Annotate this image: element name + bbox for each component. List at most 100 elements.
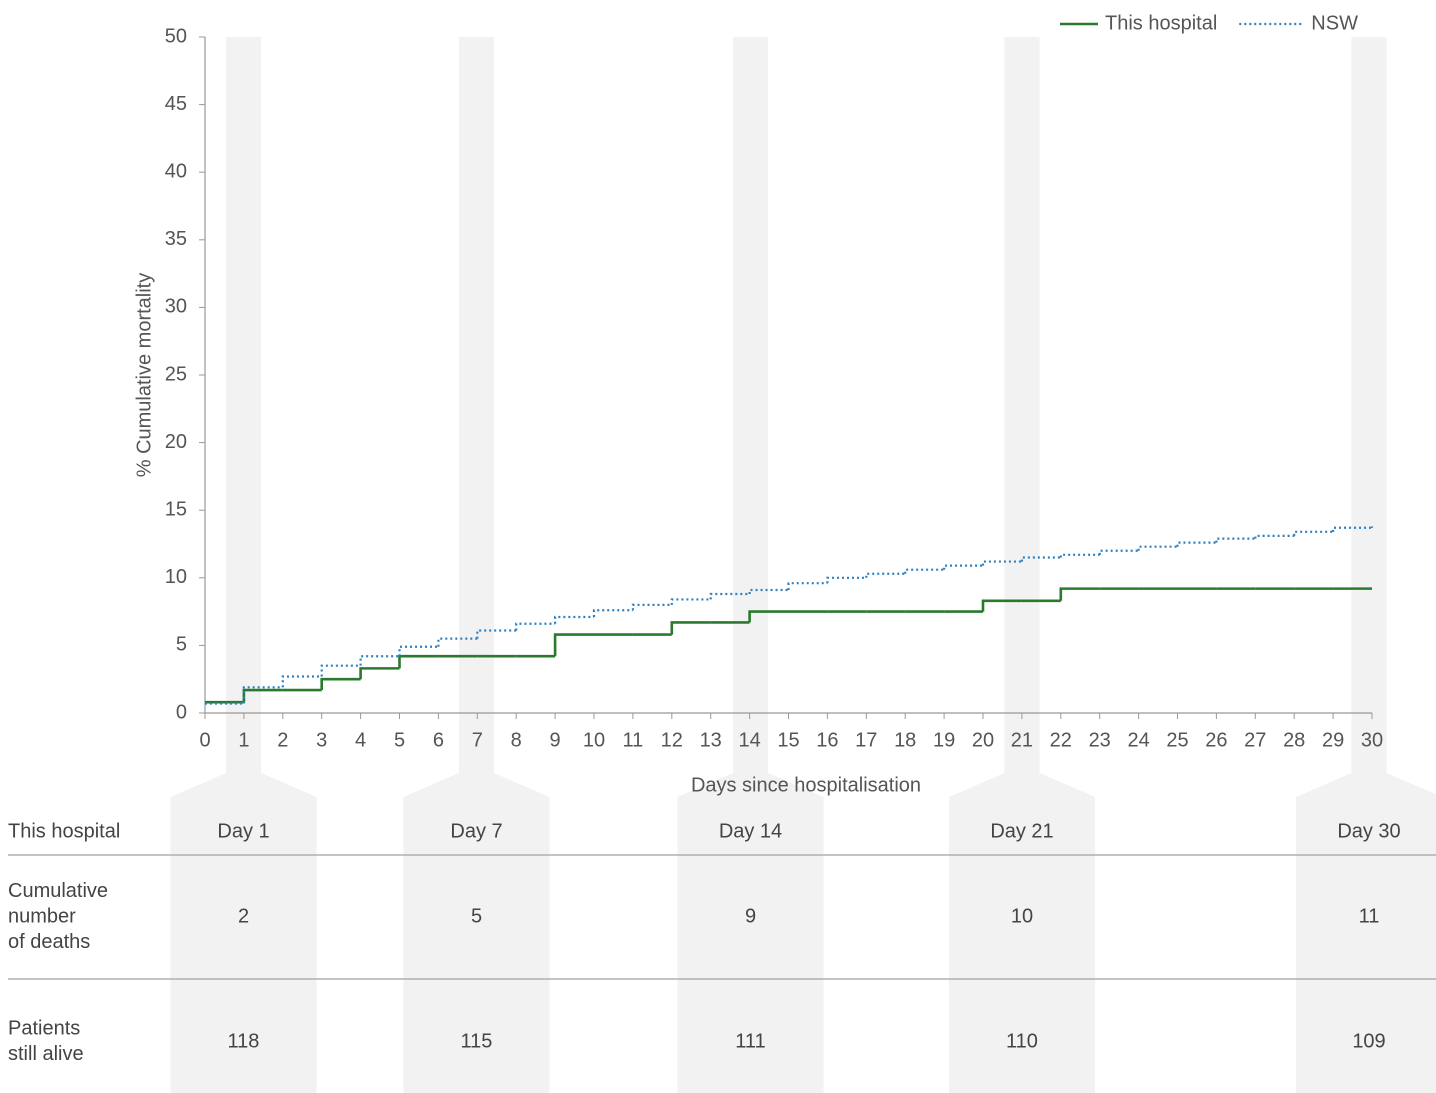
legend-label: NSW <box>1311 12 1358 34</box>
x-tick-label: 0 <box>199 729 210 751</box>
y-tick-label: 40 <box>165 160 187 182</box>
x-tick-label: 29 <box>1322 729 1344 751</box>
y-tick-label: 20 <box>165 431 187 453</box>
row-label: Patients <box>8 1018 80 1040</box>
step-segment <box>1059 553 1100 558</box>
step-segment <box>981 560 1022 566</box>
step-segment <box>748 610 789 623</box>
x-tick-label: 7 <box>472 729 483 751</box>
y-tick-label: 50 <box>165 25 187 47</box>
x-tick-label: 13 <box>700 729 722 751</box>
x-tick-label: 26 <box>1205 729 1227 751</box>
row-label: Cumulative <box>8 880 108 902</box>
x-tick-label: 1 <box>238 729 249 751</box>
step-segment <box>1137 545 1178 551</box>
y-tick-label: 0 <box>176 701 187 723</box>
step-segment <box>1020 556 1061 562</box>
step-segment <box>670 621 711 635</box>
step-segment <box>748 588 789 595</box>
highlight-band <box>677 37 824 1093</box>
x-tick-label: 2 <box>277 729 288 751</box>
step-segment <box>398 645 439 657</box>
step-segment <box>865 572 906 578</box>
row-label: of deaths <box>8 931 90 953</box>
x-tick-label: 8 <box>511 729 522 751</box>
y-axis-label: % Cumulative mortality <box>133 273 155 478</box>
legend-label: This hospital <box>1105 12 1217 34</box>
x-tick-label: 16 <box>816 729 838 751</box>
y-tick-label: 45 <box>165 93 187 115</box>
x-tick-label: 25 <box>1166 729 1188 751</box>
step-segment <box>554 615 594 624</box>
x-tick-label: 11 <box>623 729 644 751</box>
x-axis-label: Days since hospitalisation <box>691 774 921 796</box>
table-header: This hospital <box>8 820 120 842</box>
x-tick-label: 21 <box>1011 729 1033 751</box>
step-segment <box>787 582 828 590</box>
step-segment <box>1332 526 1372 532</box>
x-tick-label: 10 <box>583 729 605 751</box>
step-segment <box>709 592 750 600</box>
column-header: Day 1 <box>217 820 269 842</box>
step-segment <box>826 576 867 584</box>
y-tick-label: 25 <box>165 363 187 385</box>
step-segment <box>359 667 400 680</box>
x-tick-label: 15 <box>777 729 799 751</box>
step-segment <box>398 654 439 669</box>
x-tick-label: 6 <box>433 729 444 751</box>
column-header: Day 7 <box>450 820 502 842</box>
step-segment <box>320 664 361 677</box>
step-segment <box>981 599 1022 612</box>
y-tick-label: 30 <box>165 296 187 318</box>
cell: 110 <box>1006 1030 1038 1052</box>
column-header: Day 14 <box>719 820 782 842</box>
step-segment <box>359 655 400 666</box>
column-header: Day 21 <box>990 820 1053 842</box>
step-segment <box>1215 537 1256 543</box>
highlight-band <box>403 37 550 1093</box>
cell: 9 <box>745 905 756 927</box>
y-tick-label: 35 <box>165 228 187 250</box>
x-tick-label: 5 <box>394 729 405 751</box>
x-tick-label: 18 <box>894 729 916 751</box>
column-header: Day 30 <box>1337 820 1400 842</box>
x-tick-label: 12 <box>661 729 683 751</box>
step-segment <box>553 633 594 657</box>
x-tick-label: 19 <box>933 729 955 751</box>
x-tick-label: 9 <box>550 729 561 751</box>
row-label: still alive <box>8 1043 84 1065</box>
table: This hospital Day 1 Day 7 Day 14 Day 21 Day 3… <box>8 820 1436 1065</box>
y-tick-label: 10 <box>165 566 187 588</box>
step-segment <box>592 609 633 618</box>
cell: 5 <box>471 905 482 927</box>
step-segment <box>1254 534 1295 539</box>
cell: 111 <box>735 1030 765 1052</box>
x-tick-label: 14 <box>738 729 760 751</box>
cell: 10 <box>1011 905 1033 927</box>
step-segment <box>1098 549 1139 555</box>
step-segment <box>631 603 672 611</box>
x-tick-label: 30 <box>1361 729 1383 751</box>
x-tick-label: 20 <box>972 729 994 751</box>
highlight-band <box>949 37 1095 1093</box>
x-tick-label: 4 <box>355 729 366 751</box>
x-tick-label: 3 <box>316 729 327 751</box>
x-tick-label: 22 <box>1050 729 1072 751</box>
step-segment <box>904 568 945 574</box>
cell: 118 <box>228 1030 260 1052</box>
x-tick-label: 24 <box>1127 729 1149 751</box>
cell: 11 <box>1359 905 1380 927</box>
step-segment <box>242 686 283 704</box>
cell: 115 <box>461 1030 493 1052</box>
row-label: number <box>8 905 76 927</box>
x-tick-label: 17 <box>855 729 877 751</box>
x-tick-label: 28 <box>1283 729 1305 751</box>
cell: 2 <box>238 905 249 927</box>
x-tick-label: 23 <box>1089 729 1111 751</box>
x-tick-label: 27 <box>1244 729 1266 751</box>
step-segment <box>320 677 361 691</box>
highlight-band <box>1296 37 1436 1093</box>
y-tick-label: 15 <box>165 498 187 520</box>
y-tick-label: 5 <box>176 634 187 656</box>
step-segment <box>515 622 556 631</box>
